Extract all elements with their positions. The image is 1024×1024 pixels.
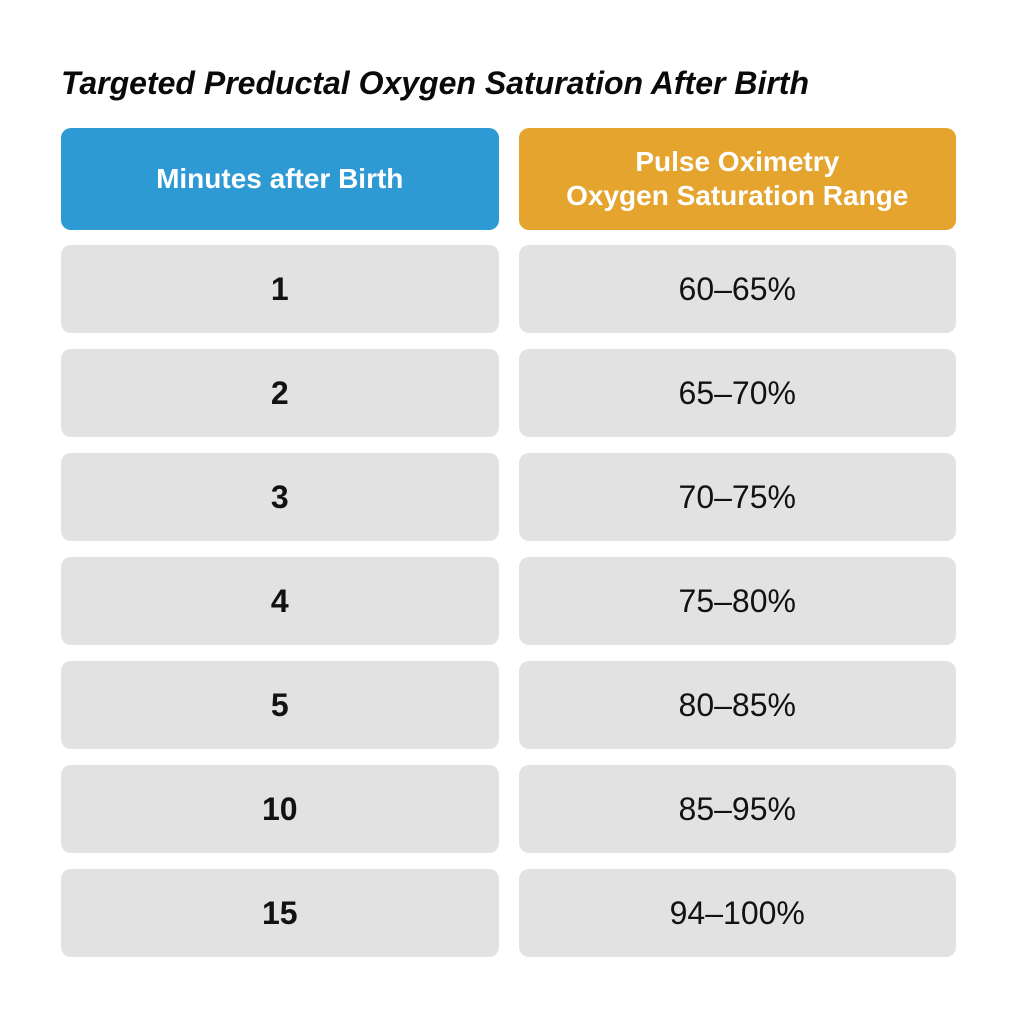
range-cell: 75–80% xyxy=(518,557,956,645)
table-row: 15 94–100% xyxy=(61,869,956,957)
saturation-table: Minutes after Birth Pulse Oximetry Oxyge… xyxy=(61,128,956,973)
header-range-label-line1: Pulse Oximetry xyxy=(635,145,840,177)
range-cell: 60–65% xyxy=(518,245,956,333)
minutes-cell: 5 xyxy=(61,661,499,749)
minutes-cell: 2 xyxy=(61,349,499,437)
table-row: 10 85–95% xyxy=(61,765,956,853)
table-row: 4 75–80% xyxy=(61,557,956,645)
page-title: Targeted Preductal Oxygen Saturation Aft… xyxy=(61,65,809,101)
minutes-cell: 4 xyxy=(61,557,499,645)
minutes-cell: 3 xyxy=(61,453,499,541)
table-row: 5 80–85% xyxy=(61,661,956,749)
minutes-cell: 1 xyxy=(61,245,499,333)
range-cell: 94–100% xyxy=(518,869,956,957)
minutes-cell: 10 xyxy=(61,765,499,853)
table-row: 3 70–75% xyxy=(61,453,956,541)
range-cell: 70–75% xyxy=(518,453,956,541)
range-cell: 85–95% xyxy=(518,765,956,853)
minutes-cell: 15 xyxy=(61,869,499,957)
table-row: 2 65–70% xyxy=(61,349,956,437)
header-minutes-after-birth: Minutes after Birth xyxy=(61,128,499,230)
header-minutes-label: Minutes after Birth xyxy=(156,162,404,194)
table-row: 1 60–65% xyxy=(61,245,956,333)
header-oxygen-saturation-range: Pulse Oximetry Oxygen Saturation Range xyxy=(518,128,956,230)
range-cell: 65–70% xyxy=(518,349,956,437)
table-header-row: Minutes after Birth Pulse Oximetry Oxyge… xyxy=(61,128,956,230)
range-cell: 80–85% xyxy=(518,661,956,749)
header-range-label-line2: Oxygen Saturation Range xyxy=(566,180,909,211)
